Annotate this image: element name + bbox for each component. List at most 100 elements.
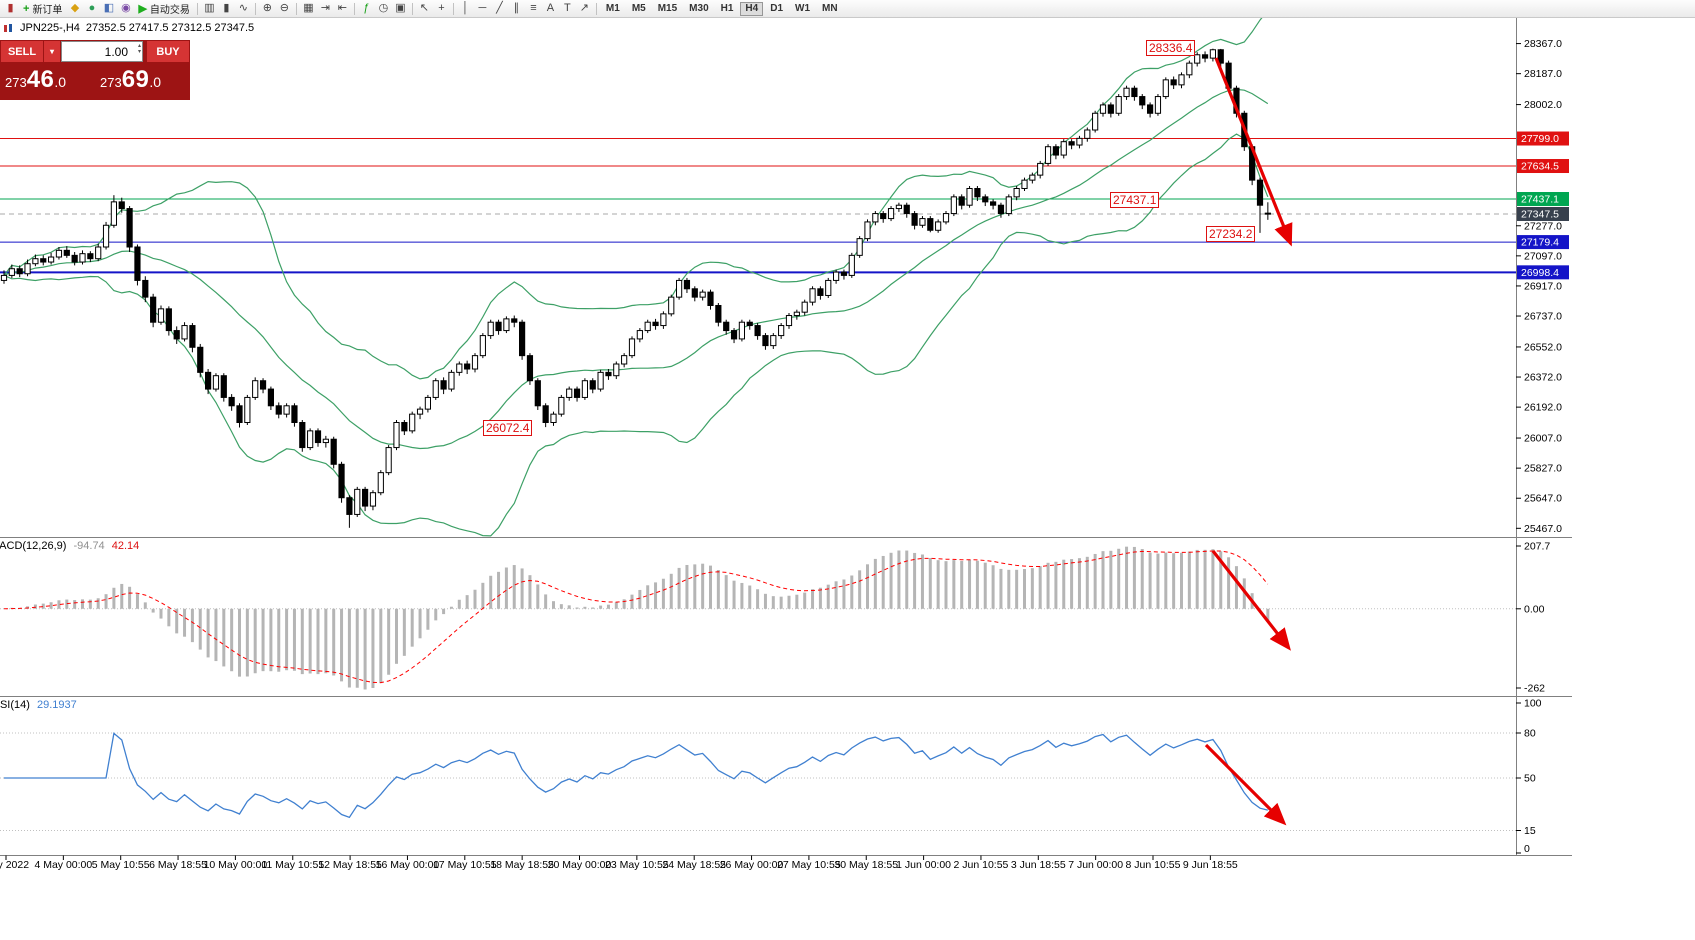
timeframe-m5[interactable]: M5: [631, 2, 646, 14]
vertical-line-icon[interactable]: │: [461, 2, 469, 14]
price-annotation: 26072.4: [483, 420, 533, 436]
rsi-axis-label: 80: [1524, 728, 1536, 740]
timeframe-m1[interactable]: M1: [605, 2, 620, 14]
toolbar-separator: [254, 2, 256, 15]
time-axis-label: 23 May 10:55: [605, 859, 669, 871]
timeframe-m15[interactable]: M15: [657, 2, 678, 14]
price-axis-label: 25647.0: [1524, 493, 1562, 505]
time-axis-label: May 2022: [0, 859, 29, 871]
timeframe-h1[interactable]: H1: [720, 2, 734, 14]
price-annotation: 28336.4: [1146, 40, 1196, 56]
time-axis-label: 27 May 10:55: [777, 859, 841, 871]
trend-arrow: [1204, 743, 1287, 826]
new-chart-icon[interactable]: ▮: [7, 2, 14, 14]
volume-dropdown-button[interactable]: ▾: [44, 41, 60, 62]
price-tag-label: 27347.5: [1521, 208, 1559, 220]
indicators-icon[interactable]: ƒ: [363, 2, 370, 14]
one-click-trading-panel: SELL ▾ 1.00 ▴ ▾ BUY 27346.0 27369.0: [0, 40, 190, 100]
price-tag: [1517, 265, 1569, 280]
market-watch-icon[interactable]: ●: [88, 2, 96, 14]
price-axis-label: 27097.0: [1524, 250, 1562, 262]
arrows-tool-icon[interactable]: ↗: [579, 2, 590, 14]
price-axis-label: 28002.0: [1524, 99, 1562, 111]
fibonacci-icon[interactable]: ≡: [530, 2, 537, 14]
price-axis-label: 26007.0: [1524, 433, 1562, 445]
price-tag: [1517, 159, 1569, 174]
sell-price: 27346.0: [5, 66, 67, 93]
cursor-icon[interactable]: ↖: [419, 2, 430, 14]
timeframe-d1[interactable]: D1: [770, 2, 784, 14]
macd-indicator-label: MACD(12,26,9) -94.74 42.14: [0, 540, 139, 552]
timeframe-h4[interactable]: H4: [740, 1, 764, 16]
text-icon[interactable]: A: [546, 2, 555, 14]
timeframe-mn[interactable]: MN: [822, 2, 838, 14]
toolbar-separator: [595, 2, 597, 15]
auto-trading-button-label: 自动交易: [149, 5, 190, 16]
chart-shift-icon[interactable]: ⇤: [337, 2, 348, 14]
rsi-axis-label: 100: [1524, 698, 1542, 710]
timeframe-w1[interactable]: W1: [795, 2, 811, 14]
volume-value: 1.00: [104, 44, 128, 59]
price-axis-label: 25827.0: [1524, 463, 1562, 475]
rsi-name: RSI(14): [0, 699, 30, 711]
candlestick-chart-icon[interactable]: ▮: [223, 2, 230, 14]
candlestick-mini-icon: [4, 23, 12, 32]
label-icon[interactable]: T: [564, 2, 571, 14]
toolbar-separator: [411, 2, 413, 15]
axes-layer: 28367.0 28187.0 28002.0 27277.0 27097.0 26917…: [0, 18, 1572, 871]
volume-spinner[interactable]: ▴ ▾: [137, 43, 141, 55]
bar-chart-icon[interactable]: ▥: [204, 2, 215, 14]
price-axis-label: 26917.0: [1524, 280, 1562, 292]
metaeditor-icon[interactable]: ◆: [70, 2, 80, 14]
rsi-value: 29.1937: [36, 699, 77, 711]
new-order-button-label: 新订单: [32, 5, 63, 16]
crosshair-icon[interactable]: +: [438, 2, 445, 14]
auto-trading-button[interactable]: ▶ 自动交易: [134, 1, 193, 16]
zoom-in-icon[interactable]: ⊕: [262, 2, 273, 14]
equidistant-channel-icon[interactable]: ∥: [513, 2, 520, 14]
time-axis-label: 18 May 18:55: [490, 859, 554, 871]
chart-symbol-info: JPN225-,H4 27352.5 27417.5 27312.5 27347…: [3, 22, 254, 34]
tile-windows-icon[interactable]: ▦: [303, 2, 314, 14]
price-tag: [1517, 235, 1569, 250]
time-axis-label: 1 Jun 00:00: [896, 859, 951, 871]
periods-icon[interactable]: ◷: [378, 2, 389, 14]
time-axis-label: 4 May 00:00: [34, 859, 92, 871]
toolbar-separator: [295, 2, 297, 15]
macd-axis-label: -262: [1524, 683, 1545, 695]
volume-input[interactable]: 1.00 ▴ ▾: [61, 41, 143, 62]
ohlc-readout: 27352.5 27417.5 27312.5 27347.5: [85, 22, 255, 34]
zoom-out-icon[interactable]: ⊖: [279, 2, 290, 14]
price-tag-label: 26998.4: [1521, 267, 1559, 279]
time-axis-label: 17 May 10:55: [433, 859, 497, 871]
line-chart-icon[interactable]: ∿: [238, 2, 249, 14]
data-window-icon[interactable]: ◧: [103, 2, 115, 14]
price-axis-label: 26737.0: [1524, 311, 1562, 323]
price-tag: [1517, 206, 1569, 221]
price-tag: [1517, 131, 1569, 146]
toolbar: ▮ + 新订单 ◆ ● ◧ ◉ ▶ 自动交易 ▥ ▮ ∿ ⊕ ⊖ ▦ ⇥ ⇤ ƒ ◷ ▣ ↖ + │ ─ ╱ ∥ ≡ A T ↗ M1 M5 M…: [0, 0, 1695, 18]
trendline-icon[interactable]: ╱: [496, 2, 503, 14]
macd-name: MACD(12,26,9): [0, 540, 67, 552]
templates-icon[interactable]: ▣: [395, 2, 406, 14]
auto-scroll-icon[interactable]: ⇥: [320, 2, 331, 14]
horizontal-line-icon[interactable]: ─: [478, 2, 487, 14]
price-tag-label: 27799.0: [1521, 133, 1559, 145]
time-axis-label: 9 Jun 18:55: [1183, 859, 1238, 871]
time-axis-label: 30 May 18:55: [834, 859, 898, 871]
macd-layer: [0, 546, 1516, 690]
sell-button[interactable]: SELL: [1, 41, 43, 62]
time-axis-label: 24 May 18:55: [662, 859, 726, 871]
time-axis-label: 6 May 18:55: [149, 859, 207, 871]
price-tag-label: 27634.5: [1521, 161, 1559, 173]
new-order-button[interactable]: + 新订单: [19, 1, 66, 17]
toolbar-separator: [196, 2, 198, 15]
symbol-period: JPN225-,H4: [20, 22, 80, 34]
navigator-icon[interactable]: ◉: [121, 2, 131, 14]
trend-arrows-layer[interactable]: [1204, 57, 1293, 826]
auto-trading-button-icon: ▶: [138, 3, 147, 15]
time-axis-label: 2 Jun 10:55: [954, 859, 1009, 871]
buy-button[interactable]: BUY: [147, 41, 189, 62]
timeframe-m30[interactable]: M30: [689, 2, 709, 14]
